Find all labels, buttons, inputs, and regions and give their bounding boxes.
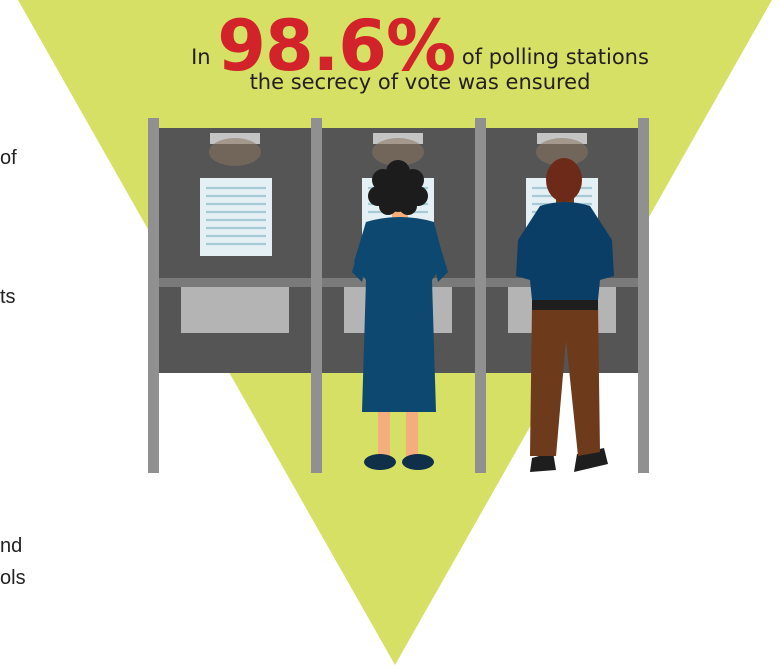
text-fragment-nd: nd [0,535,23,557]
booth-pole [311,118,322,473]
text-fragment-ols: ols [0,567,26,589]
booth-desk [181,287,289,333]
booth-pole [638,118,649,473]
headline-line-2: the secrecy of vote was ensured [249,70,591,94]
headline: In 98.6% of polling stations the secrecy… [140,11,700,94]
lamp-icon [372,133,424,166]
woman-voter-icon [352,160,448,470]
text-fragment-ts: ts [0,286,16,308]
man-voter-icon [516,158,614,472]
booth-pole [475,118,486,473]
percentage-highlight: 98.6% [217,5,456,87]
lamp-icon [536,133,588,166]
text-fragment-of: of [0,147,17,169]
headline-line-1: In 98.6% of polling stations [140,11,700,81]
lamp-icon [209,133,261,166]
ballot-paper-icon [200,178,272,256]
booth-pole [148,118,159,473]
headline-prefix: In [191,45,211,69]
headline-suffix: of polling stations [461,45,649,69]
